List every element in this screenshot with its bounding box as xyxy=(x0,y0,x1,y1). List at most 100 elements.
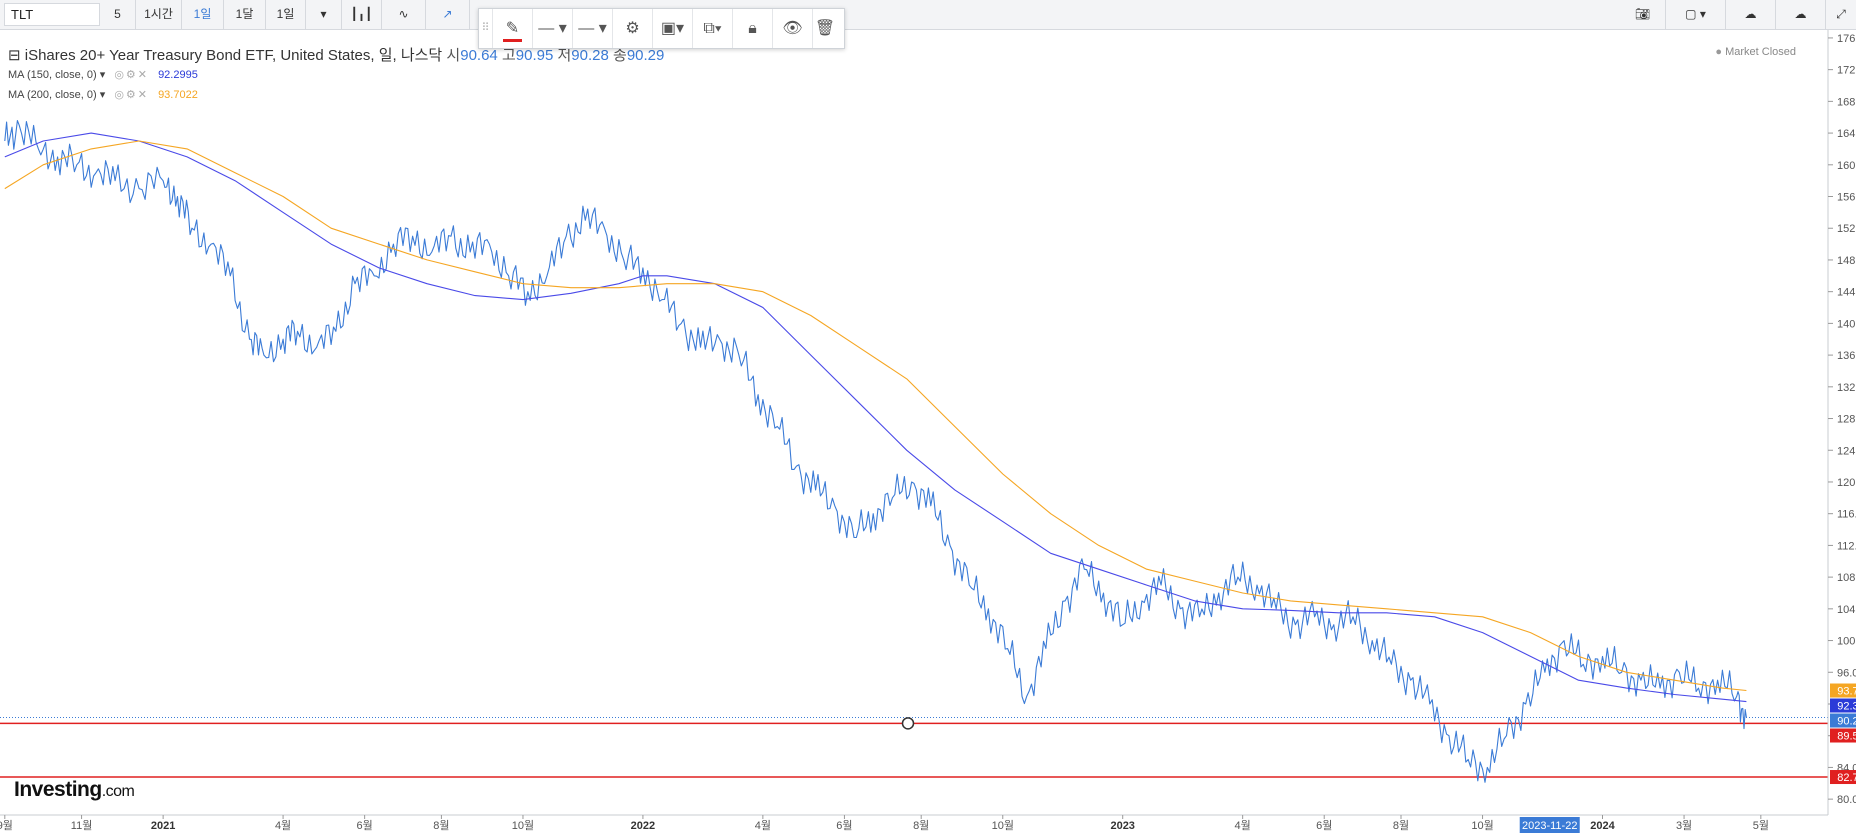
open-label: 시 xyxy=(446,47,461,64)
delete-button[interactable]: 🗑︎ xyxy=(805,9,845,48)
x-tick-label: 3월 xyxy=(1676,819,1692,832)
x-tick-label: 2022 xyxy=(631,820,655,832)
x-tick-label: 6월 xyxy=(1316,819,1332,832)
y-tick-label: 132.00 xyxy=(1837,382,1856,394)
x-tick-label: 2021 xyxy=(151,820,175,832)
price-label-badge xyxy=(1830,770,1856,785)
line-chart-button[interactable]: ↗ xyxy=(426,0,470,29)
chart-series xyxy=(4,120,1747,783)
y-tick-label: 152.00 xyxy=(1837,223,1856,235)
interval-1month[interactable]: 1달 xyxy=(224,0,266,29)
interval-dropdown[interactable]: ▾ xyxy=(306,0,342,29)
x-tick-label: 2024 xyxy=(1590,820,1615,832)
y-tick-label: 172.00 xyxy=(1837,65,1856,77)
line-style-icon: — ▾ xyxy=(578,20,607,37)
template-icon: ▢ ▾ xyxy=(1685,7,1706,21)
cloud-download-button[interactable]: ☁ xyxy=(1726,0,1776,29)
y-tick-label: 104.00 xyxy=(1837,604,1856,616)
ma200-legend[interactable]: MA (200, close, 0) ▾ ◎⚙✕ 93.7022 xyxy=(8,88,198,101)
interval-1week[interactable]: 1일 xyxy=(266,0,306,29)
ma150-legend[interactable]: MA (150, close, 0) ▾ ◎⚙✕ 92.2995 xyxy=(8,68,198,81)
y-tick-label: 116.00 xyxy=(1837,509,1856,521)
clone-button[interactable]: ⧉▾ xyxy=(693,9,733,48)
lock-button[interactable]: 🔒︎ xyxy=(733,9,773,48)
y-tick-label: 144.00 xyxy=(1837,287,1856,299)
y-tick-label: 120.00 xyxy=(1837,477,1856,489)
drag-handle-icon[interactable]: ⠿ xyxy=(479,9,493,48)
price-label-badge xyxy=(1830,713,1856,728)
price-label-text: 92.30 xyxy=(1837,701,1856,713)
y-tick-label: 168.00 xyxy=(1837,96,1856,108)
ma200-label: MA (200, close, 0) xyxy=(8,89,97,101)
area-chart-button[interactable]: ∿ xyxy=(382,0,426,29)
visibility-button[interactable]: 👁︎ xyxy=(773,9,813,48)
fullscreen-button[interactable]: ⤢ xyxy=(1826,0,1856,29)
screenshot-button[interactable]: 📷︎ xyxy=(1620,0,1666,29)
drawing-toolbar[interactable]: ⠿ ✎ — ▾ — ▾ ⚙ ▣▾ ⧉▾ 🔒︎ 👁︎ 🗑︎ xyxy=(478,8,845,49)
settings-button[interactable]: ⚙ xyxy=(613,9,653,48)
y-tick-label: 176.00 xyxy=(1837,33,1856,45)
camera-icon: 📷︎ xyxy=(1634,7,1651,21)
line-width-button[interactable]: — ▾ xyxy=(533,9,573,48)
y-tick-label: 156.00 xyxy=(1837,192,1856,204)
y-tick-label: 112.00 xyxy=(1837,540,1856,552)
x-tick-label: 9월 xyxy=(0,819,13,832)
price-label-text: 82.79 xyxy=(1837,772,1856,784)
y-tick-label: 164.00 xyxy=(1837,128,1856,140)
top-toolbar: TLT 5 1시간 1일 1달 1일 ▾ ┃╻┃ ∿ ↗ 📷︎ ▢ ▾ ☁ ☁ … xyxy=(0,0,1856,30)
chart-legend: ⊟ iShares 20+ Year Treasury Bond ETF, Un… xyxy=(8,44,664,65)
area-chart-icon: ∿ xyxy=(398,7,409,21)
x-tick-label: 11월 xyxy=(71,819,93,832)
price-line xyxy=(4,120,1747,783)
x-axis: 9월 11월 2021 4월 6월 8월 10월 2022 4월 6월 8월 10월 2023 4월 6월 8… xyxy=(0,814,1828,833)
trash-icon: 🗑︎ xyxy=(814,20,836,37)
layer-button[interactable]: ▣▾ xyxy=(653,9,693,48)
x-tick-label: 4월 xyxy=(275,819,291,832)
y-tick-label: 136.00 xyxy=(1837,350,1856,362)
x-tick-label: 6월 xyxy=(836,819,852,832)
template-button[interactable]: ▢ ▾ xyxy=(1666,0,1726,29)
line-style-button[interactable]: — ▾ xyxy=(573,9,613,48)
line-width-icon: — ▾ xyxy=(538,20,567,37)
y-tick-label: 160.00 xyxy=(1837,160,1856,172)
x-tick-label: 4월 xyxy=(755,819,771,832)
candlestick-chart-button[interactable]: ┃╻┃ xyxy=(342,0,382,29)
cloud-download-icon: ☁ xyxy=(1744,7,1757,21)
layers-icon: ▣▾ xyxy=(660,20,685,37)
crosshair-date-badge xyxy=(1519,817,1580,833)
pencil-icon: ✎ xyxy=(505,20,520,37)
x-tick-label: 8월 xyxy=(1393,819,1409,832)
close-label: 종 xyxy=(613,47,627,64)
market-status: ● Market Closed xyxy=(1715,46,1796,58)
high-label: 고 xyxy=(501,47,516,64)
x-tick-label: 10월 xyxy=(512,819,534,832)
collapse-icon[interactable]: ⊟ xyxy=(8,47,21,64)
horizontal-lines[interactable] xyxy=(0,717,1828,778)
line-anchor-handle xyxy=(901,717,915,730)
x-tick-label: 10월 xyxy=(992,819,1014,832)
ma200-settings-icons[interactable]: ◎⚙✕ xyxy=(114,89,149,101)
interval-5min[interactable]: 5 xyxy=(100,0,136,29)
y-tick-label: 100.00 xyxy=(1837,636,1856,648)
x-tick-label: 2023 xyxy=(1110,820,1134,832)
interval-1day[interactable]: 1일 xyxy=(182,0,224,29)
ma150-value: 92.2995 xyxy=(158,69,198,81)
x-tick-label: 10월 xyxy=(1471,819,1493,832)
ma200-line xyxy=(4,140,1747,692)
pen-color-button[interactable]: ✎ xyxy=(493,9,533,48)
close-value: 90.29 xyxy=(626,47,665,64)
interval-1hour[interactable]: 1시간 xyxy=(136,0,182,29)
cloud-upload-icon: ☁ xyxy=(1794,7,1807,21)
x-tick-label: 4월 xyxy=(1235,819,1251,832)
symbol-input[interactable]: TLT xyxy=(4,3,100,26)
ma150-settings-icons[interactable]: ◎⚙✕ xyxy=(114,69,149,81)
y-tick-label: 128.00 xyxy=(1837,414,1856,426)
x-tick-label: 6월 xyxy=(357,819,373,832)
crosshair-date-label: 2023-11-22 xyxy=(1522,820,1577,832)
y-tick-label: 148.00 xyxy=(1837,255,1856,267)
price-label-text: 93.70 xyxy=(1837,686,1856,698)
cloud-upload-button[interactable]: ☁ xyxy=(1776,0,1826,29)
chevron-down-icon[interactable]: ▾ xyxy=(99,89,106,101)
chevron-down-icon[interactable]: ▾ xyxy=(99,69,106,81)
